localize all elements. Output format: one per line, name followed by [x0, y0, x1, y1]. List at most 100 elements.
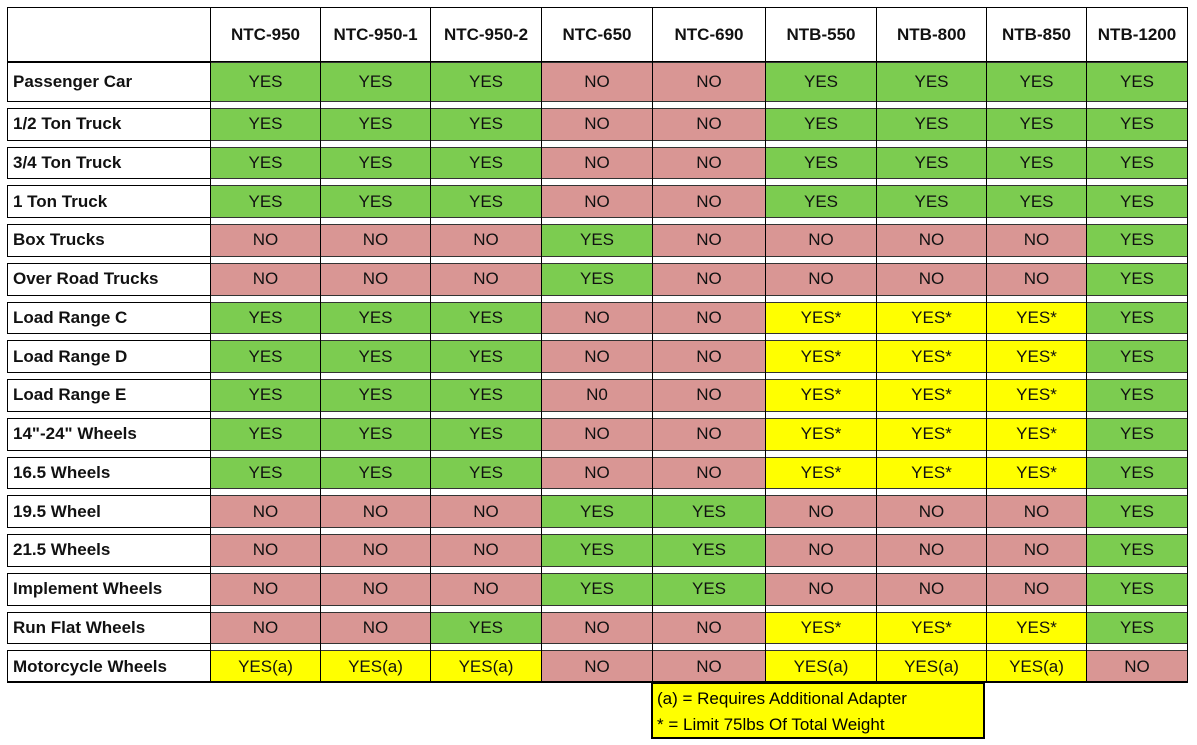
cell: YES	[1086, 178, 1188, 218]
cell-value: YES	[431, 379, 541, 412]
cell-value: NO	[653, 62, 765, 102]
row-label: Over Road Trucks	[7, 262, 211, 296]
cell: YES*	[876, 604, 987, 645]
row-label: Load Range D	[7, 340, 211, 373]
cell: YES	[1086, 488, 1188, 528]
cell: NO	[652, 255, 766, 296]
cell-value: YES*	[766, 417, 876, 451]
cell: NO	[320, 604, 431, 645]
row-label: Load Range C	[7, 301, 211, 335]
cell: YES	[210, 333, 321, 373]
cell-value: YES	[1087, 456, 1187, 490]
cell: NO	[765, 527, 877, 567]
cell-value: YES*	[766, 340, 876, 373]
cell-value: YES	[431, 340, 541, 373]
cell: YES(a)	[765, 643, 877, 683]
cell: YES	[1086, 604, 1188, 645]
cell: NO	[876, 255, 987, 296]
row-label: Load Range E	[7, 379, 211, 412]
cell: YES	[541, 217, 653, 257]
cell-value: NO	[211, 262, 320, 296]
cell: NO	[541, 604, 653, 645]
cell: YES	[876, 178, 987, 218]
cell-value: NO	[653, 107, 765, 141]
cell: YES*	[765, 410, 877, 451]
cell-value: YES*	[987, 417, 1086, 451]
cell-value: NO	[542, 301, 652, 335]
cell: YES	[1086, 527, 1188, 567]
cell: YES	[430, 100, 542, 141]
cell-value: YES	[1087, 572, 1187, 606]
cell: NO	[652, 372, 766, 412]
cell: YES	[430, 604, 542, 645]
cell-value: YES	[1087, 417, 1187, 451]
cell: NO	[430, 255, 542, 296]
cell-value: YES	[211, 146, 320, 180]
cell-value: NO	[431, 224, 541, 257]
cell-value: YES	[321, 107, 430, 141]
cell: YES	[986, 62, 1087, 102]
cell-value: NO	[211, 224, 320, 257]
cell: YES	[210, 178, 321, 218]
row-label: Implement Wheels	[7, 572, 211, 606]
cell: YES	[430, 139, 542, 180]
cell-value: NO	[653, 301, 765, 335]
cell-value: YES	[321, 379, 430, 412]
row-label: 14"-24" Wheels	[7, 417, 211, 451]
cell-value: YES	[211, 301, 320, 335]
cell: YES	[1086, 565, 1188, 606]
cell: YES*	[986, 294, 1087, 335]
cell-value: NO	[987, 534, 1086, 567]
cell: NO	[541, 100, 653, 141]
cell-value: YES	[431, 417, 541, 451]
cell: YES	[986, 139, 1087, 180]
cell: NO	[320, 527, 431, 567]
cell: YES	[986, 178, 1087, 218]
cell-value: YES	[542, 534, 652, 567]
cell-value: NO	[431, 262, 541, 296]
cell: YES*	[986, 333, 1087, 373]
cell: NO	[210, 604, 321, 645]
cell-value: YES(a)	[321, 650, 430, 683]
cell: YES	[1086, 449, 1188, 490]
cell-value: NO	[321, 262, 430, 296]
cell-value: NO	[431, 572, 541, 606]
cell: YES	[320, 449, 431, 490]
cell: NO	[652, 294, 766, 335]
cell: NO	[541, 62, 653, 102]
cell: YES	[430, 294, 542, 335]
cell: NO	[986, 217, 1087, 257]
cell: YES	[430, 62, 542, 102]
cell-value: NO	[542, 107, 652, 141]
cell: YES	[210, 372, 321, 412]
cell: YES(a)	[986, 643, 1087, 683]
legend-box: (a) = Requires Additional Adapter * = Li…	[651, 682, 985, 739]
cell-value: YES	[321, 185, 430, 218]
cell: YES*	[765, 333, 877, 373]
cell-value: YES	[1087, 224, 1187, 257]
cell-value: YES	[211, 417, 320, 451]
cell-value: YES	[321, 146, 430, 180]
cell: YES*	[765, 372, 877, 412]
cell: YES	[541, 255, 653, 296]
cell: NO	[986, 488, 1087, 528]
cell: YES	[541, 565, 653, 606]
cell-value: YES	[1087, 379, 1187, 412]
cell: YES	[320, 333, 431, 373]
column-header: NTB-1200	[1086, 7, 1188, 62]
cell: YES	[876, 100, 987, 141]
cell-value: YES(a)	[766, 650, 876, 683]
cell-value: YES*	[987, 301, 1086, 335]
cell: YES	[652, 527, 766, 567]
cell: YES*	[986, 604, 1087, 645]
cell-value: NO	[542, 185, 652, 218]
cell-value: YES	[321, 340, 430, 373]
cell: NO	[652, 410, 766, 451]
cell: YES	[652, 565, 766, 606]
cell-value: YES	[1087, 611, 1187, 645]
cell-value: YES	[431, 62, 541, 102]
cell: YES*	[986, 449, 1087, 490]
cell-value: YES	[877, 107, 986, 141]
cell-value: NO	[321, 572, 430, 606]
cell-value: NO	[542, 146, 652, 180]
